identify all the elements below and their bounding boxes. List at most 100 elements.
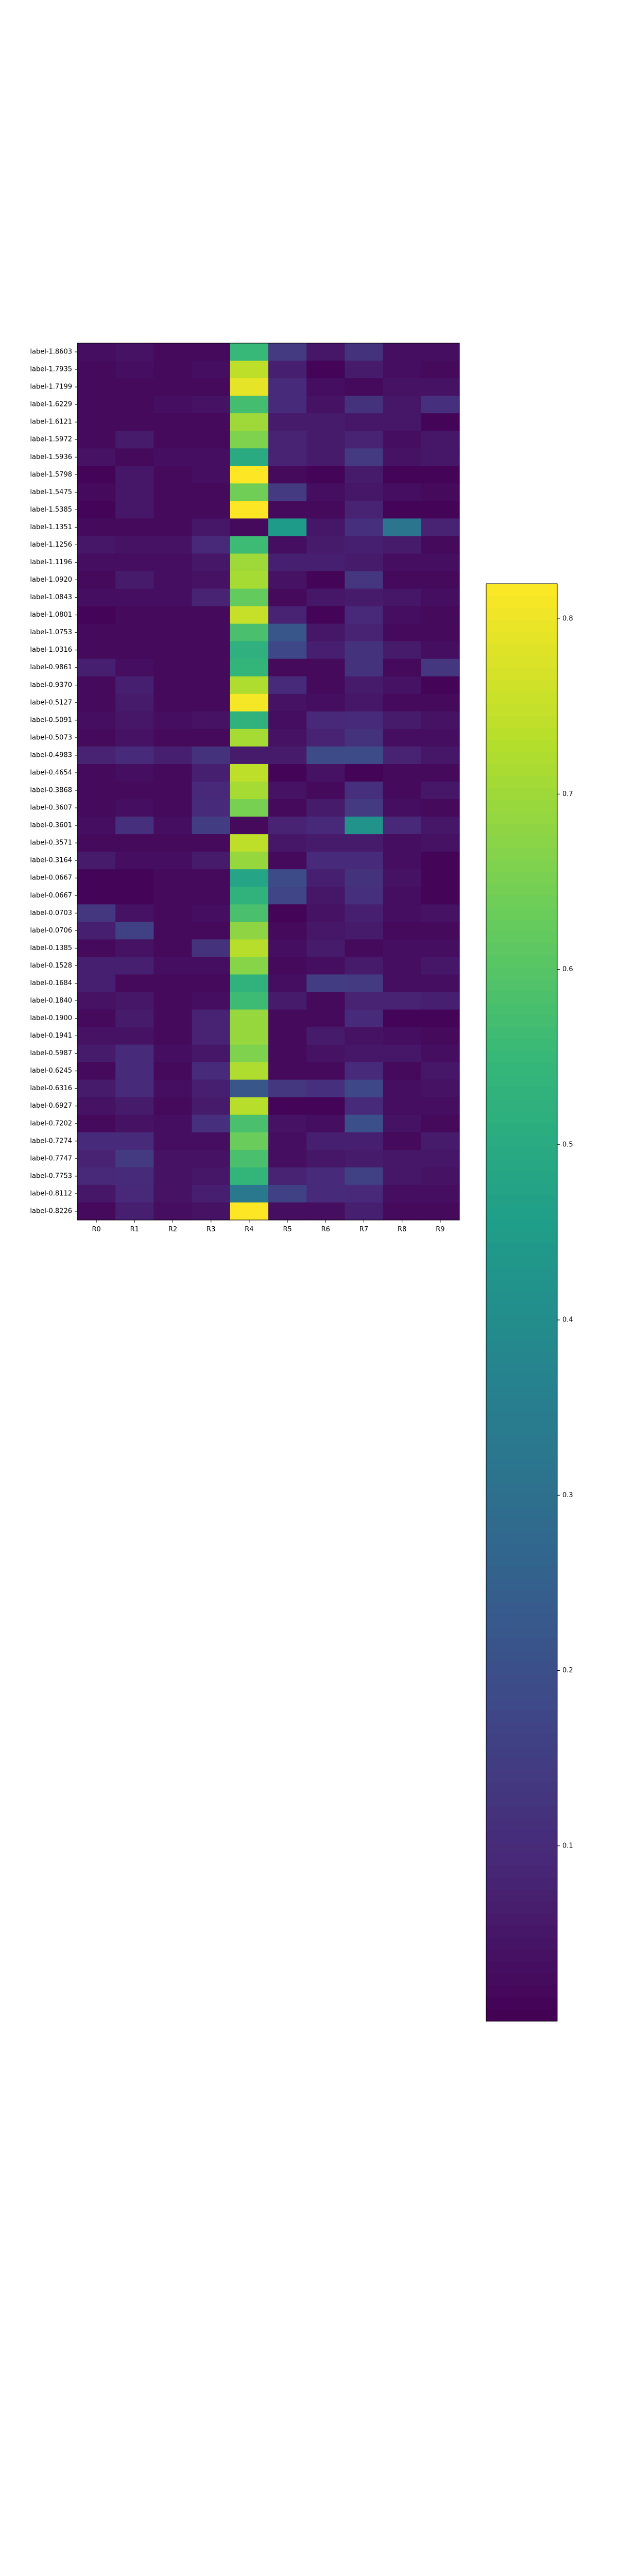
heatmap-cell — [345, 1149, 384, 1168]
heatmap-cell — [153, 728, 193, 747]
heatmap-cell — [115, 1149, 154, 1168]
heatmap-cell — [115, 413, 154, 431]
heatmap-cell — [268, 904, 307, 922]
heatmap-cell — [421, 869, 460, 887]
heatmap-cell — [421, 413, 460, 431]
colorbar-segment — [486, 1937, 557, 1950]
heatmap-cell — [268, 974, 307, 993]
heatmap-cell — [345, 1062, 384, 1080]
heatmap-cell — [421, 553, 460, 572]
heatmap-cell — [268, 571, 307, 589]
x-tick-label: R3 — [207, 1226, 215, 1233]
heatmap-cell — [230, 466, 269, 484]
heatmap-cell — [306, 693, 345, 712]
colorbar-segment — [486, 967, 557, 979]
heatmap-cell — [383, 852, 422, 870]
heatmap-cell — [115, 992, 154, 1010]
colorbar-segment — [486, 667, 557, 680]
heatmap-cell — [77, 536, 116, 554]
colorbar-segment — [486, 1518, 557, 1531]
colorbar-segment — [486, 991, 557, 1004]
colorbar-segment — [486, 1973, 557, 1986]
y-tick-label: label-1.0801 — [30, 611, 72, 619]
heatmap-cell — [153, 922, 193, 940]
heatmap-cell — [230, 553, 269, 572]
heatmap-cells — [77, 343, 460, 1221]
heatmap-cell — [306, 1027, 345, 1045]
colorbar-segment — [486, 955, 557, 968]
colorbar-tick-label: 0.7 — [562, 790, 573, 798]
colorbar-segment — [486, 1075, 557, 1088]
heatmap-cell — [345, 343, 384, 361]
y-tick-label: label-0.3868 — [30, 787, 72, 794]
heatmap-cell — [268, 606, 307, 624]
colorbar-segment — [486, 979, 557, 992]
colorbar-segment — [486, 1027, 557, 1040]
heatmap-cell — [230, 588, 269, 607]
heatmap-cell — [153, 361, 193, 379]
heatmap-cell — [268, 922, 307, 940]
colorbar-segment — [486, 691, 557, 704]
colorbar-segment — [486, 787, 557, 800]
y-tick-label: label-0.4983 — [30, 751, 72, 759]
colorbar-tick-label: 0.2 — [562, 1667, 573, 1674]
x-tick-label: R2 — [168, 1226, 177, 1233]
colorbar-tick-label: 0.6 — [562, 965, 573, 973]
heatmap-cell — [153, 746, 193, 765]
colorbar-segment — [486, 1350, 557, 1363]
colorbar-segment — [486, 751, 557, 764]
heatmap-cell — [306, 922, 345, 940]
heatmap-cell — [306, 1184, 345, 1203]
heatmap-cell — [383, 606, 422, 624]
heatmap-cell — [345, 957, 384, 975]
y-tick-label: label-0.3601 — [30, 822, 72, 829]
heatmap-cell — [77, 1149, 116, 1168]
heatmap-cell — [268, 343, 307, 361]
heatmap-cell — [115, 1027, 154, 1045]
heatmap-cell — [230, 448, 269, 466]
heatmap-cell — [77, 782, 116, 800]
y-tick-label: label-0.9861 — [30, 664, 72, 671]
heatmap-cell — [230, 887, 269, 905]
heatmap-cell — [421, 1027, 460, 1045]
heatmap-cell — [345, 676, 384, 694]
heatmap-cell — [383, 992, 422, 1010]
colorbar-segment — [486, 643, 557, 656]
colorbar-segment — [486, 1398, 557, 1411]
heatmap-cell — [230, 1167, 269, 1185]
heatmap-cell — [268, 658, 307, 677]
heatmap-cell — [192, 466, 231, 484]
heatmap-cell — [77, 904, 116, 922]
heatmap-cell — [268, 711, 307, 730]
heatmap-cell — [115, 1202, 154, 1221]
heatmap-cell — [153, 1184, 193, 1203]
y-tick-label: label-0.5073 — [30, 734, 72, 741]
heatmap-cell — [192, 413, 231, 431]
heatmap-cell — [77, 606, 116, 624]
heatmap-cell — [115, 834, 154, 852]
x-axis: R0 R1 R2 R3 R4 R5 R6 R7 R8 R9 — [92, 1220, 445, 1233]
heatmap-cell — [230, 518, 269, 537]
heatmap-cell — [268, 396, 307, 414]
heatmap-cell — [230, 431, 269, 449]
heatmap-cell — [421, 693, 460, 712]
colorbar-segment — [486, 1255, 557, 1267]
heatmap-cell — [345, 834, 384, 852]
heatmap-cell — [345, 1097, 384, 1115]
heatmap-cell — [153, 1097, 193, 1115]
x-tick-label: R0 — [92, 1226, 100, 1233]
colorbar-segment — [486, 799, 557, 812]
heatmap-cell — [230, 1132, 269, 1150]
heatmap-cell — [192, 711, 231, 730]
heatmap-cell — [192, 957, 231, 975]
x-tick-label: R9 — [436, 1226, 444, 1233]
heatmap-cell — [345, 799, 384, 817]
heatmap-cell — [153, 571, 193, 589]
heatmap-cell — [268, 641, 307, 659]
colorbar-segment — [486, 1757, 557, 1770]
heatmap-cell — [306, 834, 345, 852]
heatmap-cell — [192, 606, 231, 624]
heatmap-cell — [153, 1132, 193, 1150]
heatmap-cell — [192, 676, 231, 694]
colorbar-segment — [486, 1134, 557, 1147]
